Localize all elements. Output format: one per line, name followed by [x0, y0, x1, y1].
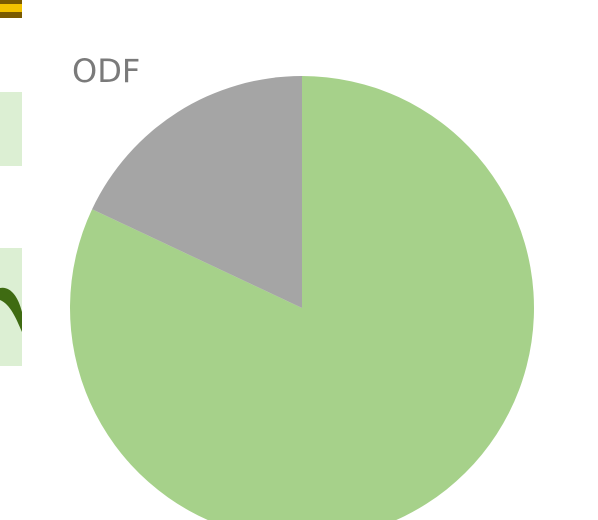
panel-fragment: [0, 92, 22, 166]
pie: [70, 76, 534, 520]
header-bar-highlight: [0, 4, 22, 12]
chart-title: ODF: [72, 52, 140, 90]
chart-fragment: [0, 287, 22, 332]
pie-slice: [70, 76, 534, 520]
pie-slice: [92, 76, 302, 308]
